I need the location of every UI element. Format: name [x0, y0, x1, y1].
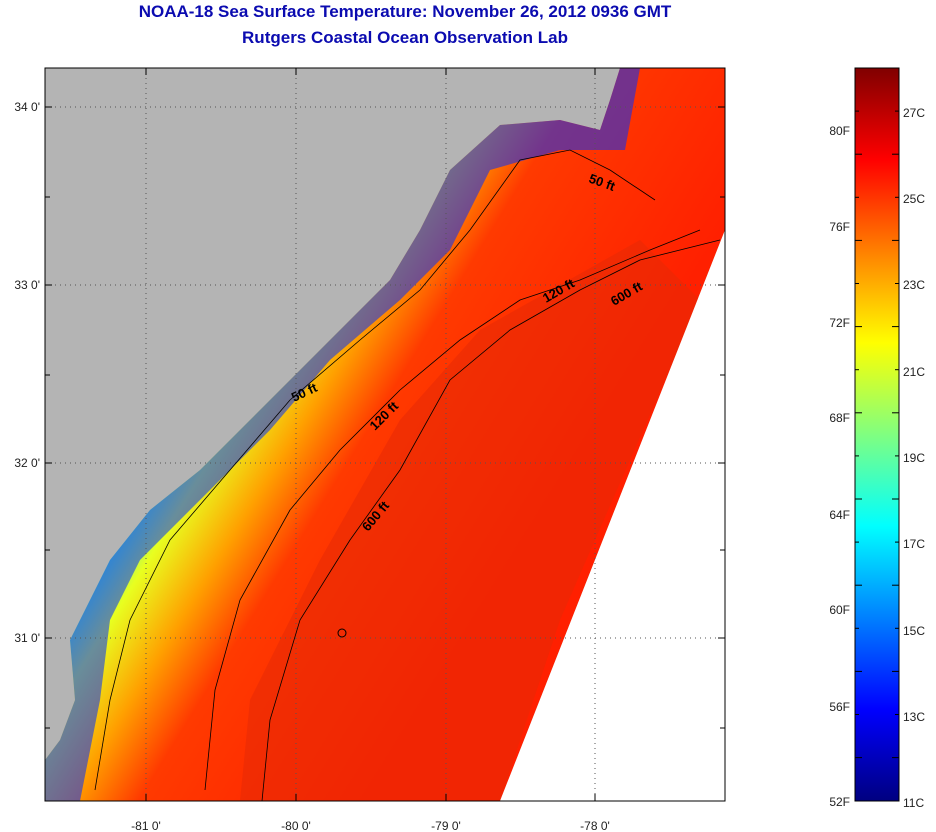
contour-120ft-line: [204, 229, 701, 791]
contour-600ft-line: [261, 239, 721, 801]
colorbar: [854, 67, 900, 802]
lon-label: -81 0': [131, 819, 161, 832]
map-ticks: [45, 68, 725, 801]
lat-label: 34 0': [14, 100, 40, 114]
lon-label: -78 0': [580, 819, 610, 832]
lon-label: -80 0': [281, 819, 311, 832]
station-marker-icon: [337, 628, 347, 638]
colorbar-label-celsius: 27C: [903, 106, 925, 120]
warm-core-region: [240, 240, 700, 801]
colorbar-label-celsius: 19C: [903, 451, 925, 465]
lat-label: 32 0': [14, 456, 40, 470]
graticule: [45, 68, 725, 801]
colorbar-label-fahrenheit: 56F: [829, 700, 850, 714]
colorbar-label-celsius: 25C: [903, 192, 925, 206]
colorbar-label-celsius: 13C: [903, 710, 925, 724]
colorbar-label-fahrenheit: 64F: [829, 508, 850, 522]
colorbar-label-fahrenheit: 80F: [829, 124, 850, 138]
colorbar-label-celsius: 11C: [903, 796, 924, 810]
colorbar-label-celsius: 23C: [903, 278, 925, 292]
map-subtitle: Rutgers Coastal Ocean Observation Lab: [242, 28, 568, 47]
map-frame: [44, 67, 726, 802]
colorbar-ticks: [855, 67, 899, 759]
colorbar-label-fahrenheit: 72F: [829, 316, 850, 330]
colorbar-label-fahrenheit: 76F: [829, 220, 850, 234]
colorbar-label-fahrenheit: 68F: [829, 411, 850, 425]
nearshore-cold-band: [45, 68, 640, 801]
lat-label: 33 0': [14, 278, 40, 292]
map-title: NOAA-18 Sea Surface Temperature: Novembe…: [138, 2, 672, 21]
colorbar-label-fahrenheit: 60F: [829, 603, 850, 617]
colorbar-label-celsius: 15C: [903, 624, 925, 638]
colorbar-label-celsius: 17C: [903, 537, 925, 551]
contour-50ft-line: [94, 149, 656, 791]
no-data-region: [500, 230, 725, 801]
lat-label: 31 0': [14, 631, 40, 645]
map-area: 50 ft 120 ft 600 ft 50 ft 120 ft 600 ft: [45, 68, 725, 801]
lon-label: -79 0': [431, 819, 461, 832]
colorbar-label-fahrenheit: 52F: [829, 795, 850, 809]
colorbar-label-celsius: 21C: [903, 365, 925, 379]
